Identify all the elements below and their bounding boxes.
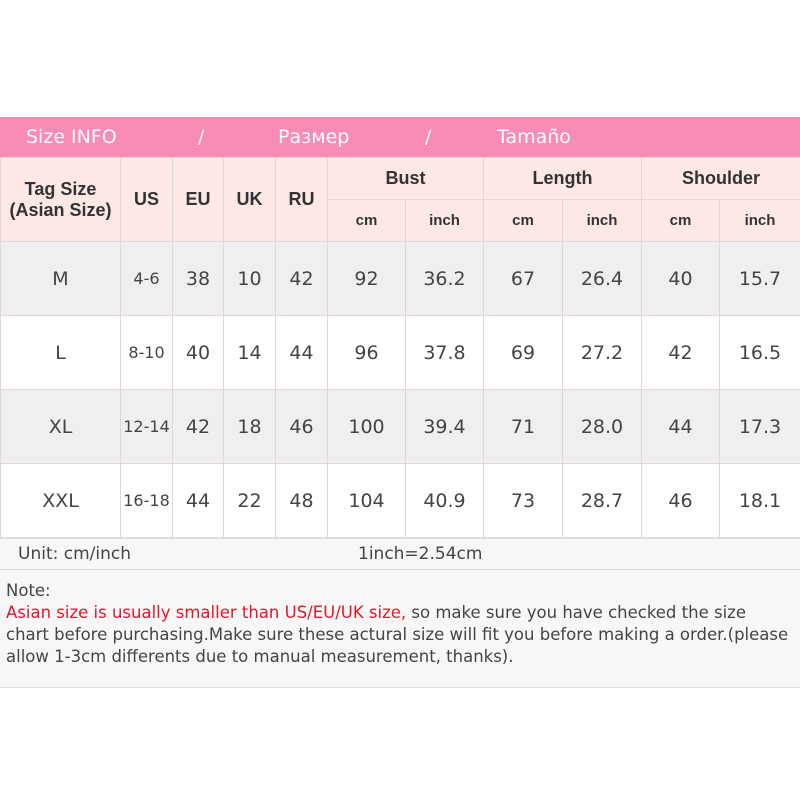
table-row: XL 12-14 42 18 46 100 39.4 71 28.0 44 17.3	[0, 389, 800, 464]
cell-uk: 22	[223, 463, 276, 538]
title-sep: /	[198, 126, 205, 148]
cell-sh-in: 18.1	[718, 463, 800, 538]
cell-sh-cm: 40	[641, 241, 720, 316]
cell-us: 8-10	[120, 315, 173, 390]
cell-sh-cm: 46	[641, 463, 720, 538]
cell-tag: XL	[0, 389, 121, 464]
cell-len-cm: 69	[483, 315, 563, 390]
table-row: XXL 16-18 44 22 48 104 40.9 73 28.7 46 18.1	[0, 463, 800, 538]
cell-len-cm: 73	[483, 463, 563, 538]
header-tag-line1: Tag Size	[24, 178, 97, 199]
table-row: L 8-10 40 14 44 96 37.8 69 27.2 42 16.5	[0, 315, 800, 390]
cell-eu: 44	[172, 463, 224, 538]
title-en: Size INFO	[26, 126, 117, 148]
cell-tag: XXL	[0, 463, 121, 538]
cell-len-cm: 67	[483, 241, 563, 316]
note: Note: Asian size is usually smaller than…	[0, 570, 800, 688]
unit-conversion: 1inch=2.54cm	[358, 544, 483, 564]
note-text: so make sure you have checked the size c…	[6, 603, 789, 666]
cell-us: 16-18	[120, 463, 173, 538]
size-chart: Size INFO / Размер / Tamaño Tag Size (Asi…	[0, 117, 800, 688]
cell-sh-in: 17.3	[718, 389, 800, 464]
header-uk: UK	[223, 157, 276, 242]
header-cm: cm	[483, 199, 563, 242]
header-inch: inch	[405, 199, 484, 242]
cell-eu: 40	[172, 315, 224, 390]
header-length: Length	[483, 157, 642, 200]
cell-us: 4-6	[120, 241, 173, 316]
cell-ru: 46	[275, 389, 328, 464]
cell-len-cm: 71	[483, 389, 563, 464]
cell-len-in: 26.4	[562, 241, 642, 316]
cell-bust-cm: 92	[327, 241, 406, 316]
cell-tag: L	[0, 315, 121, 390]
cell-ru: 42	[275, 241, 328, 316]
title-banner: Size INFO / Размер / Tamaño	[0, 117, 800, 157]
cell-sh-in: 16.5	[718, 315, 800, 390]
cell-us: 12-14	[120, 389, 173, 464]
cell-len-in: 28.7	[562, 463, 642, 538]
cell-eu: 38	[172, 241, 224, 316]
header-ru: RU	[275, 157, 328, 242]
cell-ru: 44	[275, 315, 328, 390]
header-tag-line2: (Asian Size)	[9, 199, 112, 220]
header-inch: inch	[562, 199, 642, 242]
header-tag-size: Tag Size (Asian Size)	[0, 157, 121, 242]
cell-sh-cm: 42	[641, 315, 720, 390]
header-us: US	[120, 157, 173, 242]
cell-len-in: 27.2	[562, 315, 642, 390]
unit-label: Unit: cm/inch	[18, 544, 131, 564]
header-cm: cm	[327, 199, 406, 242]
note-warning: Asian size is usually smaller than US/EU…	[6, 603, 407, 622]
header-inch: inch	[718, 199, 800, 242]
cell-tag: M	[0, 241, 121, 316]
cell-bust-in: 37.8	[405, 315, 484, 390]
title-sep: /	[425, 126, 432, 148]
cell-uk: 18	[223, 389, 276, 464]
title-es: Tamaño	[497, 126, 571, 148]
cell-bust-in: 39.4	[405, 389, 484, 464]
cell-ru: 48	[275, 463, 328, 538]
size-table: Tag Size (Asian Size) US EU UK RU Bust Le…	[0, 157, 800, 538]
header-cm: cm	[641, 199, 720, 242]
title-ru: Размер	[278, 126, 350, 148]
cell-bust-in: 36.2	[405, 241, 484, 316]
note-heading: Note:	[6, 581, 51, 600]
cell-bust-cm: 104	[327, 463, 406, 538]
table-row: M 4-6 38 10 42 92 36.2 67 26.4 40 15.7	[0, 241, 800, 316]
cell-sh-cm: 44	[641, 389, 720, 464]
cell-eu: 42	[172, 389, 224, 464]
unit-row: Unit: cm/inch 1inch=2.54cm	[0, 538, 800, 570]
cell-bust-cm: 96	[327, 315, 406, 390]
cell-bust-cm: 100	[327, 389, 406, 464]
header-eu: EU	[172, 157, 224, 242]
cell-bust-in: 40.9	[405, 463, 484, 538]
cell-uk: 14	[223, 315, 276, 390]
header-bust: Bust	[327, 157, 484, 200]
cell-sh-in: 15.7	[718, 241, 800, 316]
cell-len-in: 28.0	[562, 389, 642, 464]
cell-uk: 10	[223, 241, 276, 316]
header-shoulder: Shoulder	[640, 157, 800, 200]
